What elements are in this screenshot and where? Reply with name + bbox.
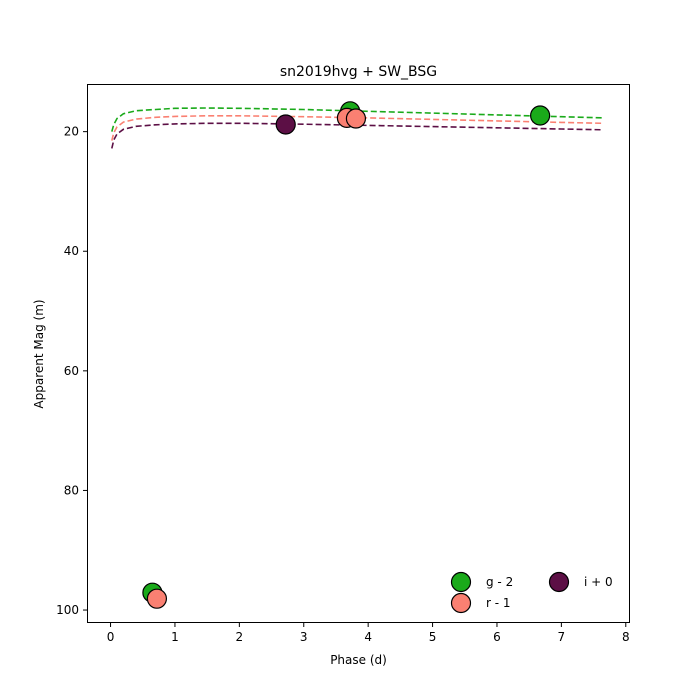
data-point-2 [275, 114, 296, 135]
data-point-1 [345, 108, 367, 129]
y-tick-label: 20 [64, 125, 79, 139]
x-axis-ticks: 0 1 2 3 4 5 6 7 8 [107, 622, 630, 644]
model-curves [111, 107, 604, 149]
model-curve-2 [111, 122, 604, 149]
legend-label: g - 2 [486, 575, 513, 589]
x-tick-label: 7 [558, 630, 566, 644]
chart-title: sn2019hvg + SW_BSG [280, 64, 437, 80]
x-tick-label: 3 [300, 630, 308, 644]
x-tick-label: 4 [364, 630, 372, 644]
y-tick-label: 60 [64, 364, 79, 378]
legend-marker [450, 592, 472, 614]
x-axis-label: Phase (d) [330, 653, 387, 667]
x-tick-label: 8 [622, 630, 630, 644]
y-axis-ticks: 20 40 60 80 100 [56, 125, 88, 617]
data-points [142, 101, 551, 609]
y-tick-label: 40 [64, 244, 79, 258]
x-tick-label: 1 [171, 630, 179, 644]
plot-frame [87, 84, 630, 623]
model-curve-0 [111, 107, 604, 132]
x-tick-label: 5 [429, 630, 437, 644]
x-tick-label: 6 [493, 630, 501, 644]
legend-marker [548, 571, 570, 593]
legend-marker [450, 571, 472, 593]
y-tick-label: 100 [56, 603, 79, 617]
y-tick-label: 80 [64, 483, 79, 497]
data-point-0 [530, 105, 551, 126]
legend: g - 2 r - 1 i + 0 [450, 571, 613, 614]
legend-label: i + 0 [584, 575, 613, 589]
x-tick-label: 0 [107, 630, 115, 644]
legend-label: r - 1 [486, 596, 511, 610]
x-tick-label: 2 [236, 630, 244, 644]
y-axis-label: Apparent Mag (m) [32, 299, 46, 408]
data-point-1 [146, 588, 168, 609]
